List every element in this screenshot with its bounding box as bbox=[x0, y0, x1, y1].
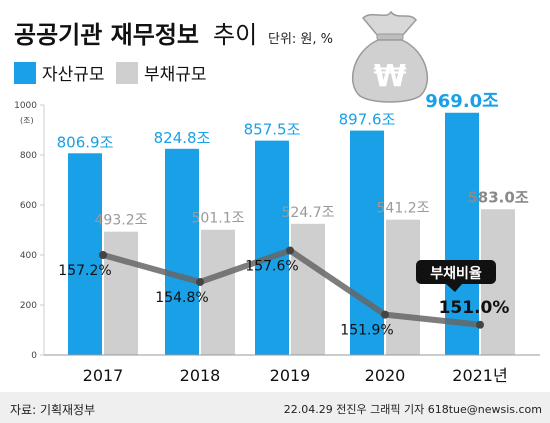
x-tick-label: 2018 bbox=[180, 366, 221, 385]
y-tick-label: 200 bbox=[20, 301, 37, 311]
legend-swatch-assets bbox=[14, 62, 36, 84]
ratio-point bbox=[196, 278, 204, 286]
asset-bar bbox=[255, 140, 289, 355]
y-tick-label: 600 bbox=[20, 201, 37, 211]
asset-bar bbox=[165, 148, 199, 355]
debt-bar bbox=[386, 219, 420, 355]
y-tick-label: 400 bbox=[20, 251, 37, 261]
asset-value-label: 824.8조 bbox=[154, 129, 211, 147]
y-tick-label: 800 bbox=[20, 151, 37, 161]
asset-value-label: 969.0조 bbox=[425, 91, 499, 112]
chart-title: 공공기관 재무정보 bbox=[14, 21, 199, 49]
y-tick-label: 0 bbox=[31, 351, 37, 361]
legend-label-assets: 자산규모 bbox=[42, 65, 105, 85]
debt-value-label: 541.2조 bbox=[377, 201, 430, 217]
ratio-value-label: 157.6% bbox=[245, 259, 298, 275]
asset-value-label: 806.9조 bbox=[57, 133, 114, 151]
ratio-point bbox=[381, 310, 389, 319]
debt-ratio-callout-label: 부채비율 bbox=[430, 265, 482, 282]
asset-value-label: 897.6조 bbox=[339, 111, 396, 129]
ratio-point bbox=[476, 320, 484, 329]
debt-value-label: 501.1조 bbox=[192, 211, 245, 227]
chart-title-suffix: 추이 bbox=[213, 21, 257, 49]
money-bag-icon: ₩ bbox=[351, 10, 429, 103]
ratio-point bbox=[286, 246, 294, 255]
data-labels: 806.9조 493.2조 824.8조 501.1조 857.5조 524.7조 897.… bbox=[57, 91, 529, 229]
asset-bar bbox=[68, 153, 102, 355]
asset-value-label: 857.5조 bbox=[244, 121, 301, 139]
y-axis-unit: (조) bbox=[20, 116, 34, 125]
x-tick-label: 2019 bbox=[270, 366, 311, 385]
ratio-value-label: 157.2% bbox=[58, 263, 111, 279]
x-tick-label: 2017 bbox=[83, 366, 124, 385]
debt-value-label: 493.2조 bbox=[95, 213, 148, 229]
won-symbol: ₩ bbox=[373, 59, 406, 94]
source-note: 자료: 기획재정부 bbox=[10, 403, 96, 417]
debt-bar bbox=[104, 231, 138, 355]
debt-value-label: 524.7조 bbox=[282, 205, 335, 221]
asset-bar bbox=[445, 112, 479, 355]
ratio-value-label: 151.9% bbox=[340, 323, 393, 339]
x-tick-label: 2021년 bbox=[452, 366, 507, 385]
legend: 자산규모 부채규모 bbox=[14, 62, 207, 85]
asset-bar bbox=[350, 130, 384, 355]
ratio-value-label: 154.8% bbox=[155, 290, 208, 306]
debt-value-label: 583.0조 bbox=[467, 188, 528, 206]
debt-bar bbox=[291, 223, 325, 355]
x-tick-label: 2020 bbox=[365, 366, 406, 385]
y-tick-label: 1000 bbox=[14, 101, 37, 111]
legend-label-debt: 부채규모 bbox=[144, 65, 207, 85]
unit-label: 단위: 원, % bbox=[268, 32, 333, 47]
debt-bar bbox=[201, 229, 235, 355]
debt-ratio-line: 157.2% 154.8% 157.6% 151.9% 151.0% bbox=[58, 246, 510, 339]
ratio-value-label: 151.0% bbox=[439, 298, 510, 318]
x-axis: 2017 2018 2019 2020 2021년 bbox=[44, 354, 540, 385]
legend-swatch-debt bbox=[116, 62, 138, 84]
debt-ratio-callout: 부채비율 bbox=[416, 260, 496, 292]
footer-band bbox=[0, 392, 550, 423]
y-axis: (조) 0 200 400 600 800 1000 bbox=[14, 101, 45, 361]
ratio-point bbox=[99, 251, 107, 259]
bars bbox=[68, 112, 515, 355]
credit-note: 22.04.29 전진우 그래픽 기자 618tue@newsis.com bbox=[283, 403, 542, 416]
